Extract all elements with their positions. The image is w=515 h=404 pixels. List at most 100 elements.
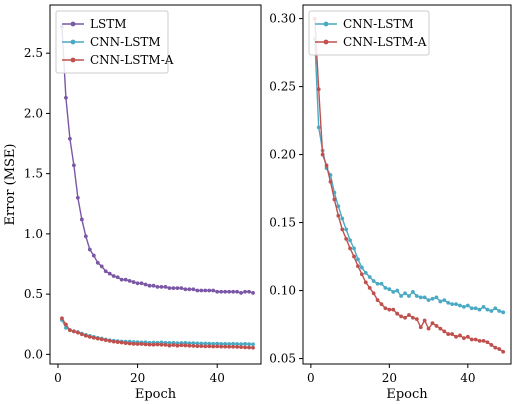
data-point xyxy=(95,260,100,265)
data-point xyxy=(87,247,92,252)
data-point xyxy=(328,179,333,184)
data-point xyxy=(493,345,498,350)
data-point xyxy=(199,288,204,293)
data-point xyxy=(199,344,204,349)
data-point xyxy=(211,344,216,349)
data-point xyxy=(454,334,458,339)
data-point xyxy=(356,257,360,262)
y-tick-label: 0.25 xyxy=(269,80,296,94)
data-point xyxy=(231,341,236,346)
data-point xyxy=(68,136,72,141)
data-point xyxy=(131,341,136,346)
data-point xyxy=(223,289,228,294)
data-point xyxy=(251,345,255,350)
legend-entry-label: CNN-LSTM-A xyxy=(90,53,174,67)
data-point xyxy=(493,306,498,311)
data-point xyxy=(155,285,160,289)
data-point xyxy=(446,300,451,305)
data-point xyxy=(434,295,439,300)
data-point xyxy=(359,265,364,270)
data-point xyxy=(207,341,212,346)
y-tick-label: 2.5 xyxy=(24,46,43,60)
data-point xyxy=(450,302,455,307)
data-point xyxy=(103,338,108,343)
data-point xyxy=(135,281,140,286)
data-point xyxy=(469,337,474,342)
data-point xyxy=(171,343,176,347)
chart-panel-1: 0.0 0.5 1.0 1.5 2.0 2.5 0 20 40 Epoch Error (MSE) L… xyxy=(3,4,262,402)
data-point xyxy=(143,342,148,347)
y-tick-label: 0.0 xyxy=(24,347,43,361)
data-point xyxy=(356,264,360,268)
y-tick-label: 0.5 xyxy=(24,287,43,301)
data-point xyxy=(183,287,188,292)
data-point xyxy=(159,285,164,289)
x-tick-label: 20 xyxy=(382,371,397,385)
data-point xyxy=(446,332,451,336)
data-point xyxy=(91,335,96,340)
x-tick-label: 0 xyxy=(54,371,62,385)
data-point xyxy=(191,344,196,348)
data-point xyxy=(60,316,64,321)
data-point xyxy=(407,313,411,317)
x-tick-label: 40 xyxy=(210,371,225,385)
data-point xyxy=(231,289,236,294)
data-point xyxy=(363,280,368,285)
y-tick-label: 0.10 xyxy=(269,284,296,298)
data-point xyxy=(336,204,341,209)
data-point xyxy=(119,340,124,345)
data-point xyxy=(251,291,255,295)
data-point xyxy=(211,341,216,346)
data-point xyxy=(68,328,72,333)
data-point xyxy=(107,338,112,343)
data-point xyxy=(403,315,407,320)
data-point xyxy=(367,285,372,290)
data-point xyxy=(477,338,482,343)
legend-swatch-marker xyxy=(70,21,76,27)
y-tick-label: 1.0 xyxy=(24,227,43,241)
data-point xyxy=(371,291,376,296)
data-point xyxy=(434,324,439,328)
data-point xyxy=(454,302,458,307)
series-cnn-lstm xyxy=(60,318,255,347)
data-point xyxy=(219,341,224,346)
data-point xyxy=(375,281,380,286)
data-point xyxy=(187,287,192,292)
data-point xyxy=(395,288,400,293)
data-point xyxy=(199,341,204,346)
x-axis-label: Epoch xyxy=(135,387,177,402)
data-point xyxy=(243,345,247,350)
data-point xyxy=(247,345,251,350)
legend-swatch-marker xyxy=(70,57,76,63)
x-axis-label: Epoch xyxy=(386,387,428,402)
data-point xyxy=(87,334,92,339)
legend-swatch-marker xyxy=(323,39,329,45)
data-point xyxy=(481,338,486,343)
legend-box xyxy=(55,10,169,74)
series-cnn-lstm xyxy=(312,37,506,315)
data-point xyxy=(501,310,506,315)
data-point xyxy=(155,342,160,347)
data-point xyxy=(324,163,329,168)
data-point xyxy=(375,298,380,302)
data-point xyxy=(71,163,76,168)
y-tick-label: 0.05 xyxy=(269,352,296,366)
x-tick-label: 40 xyxy=(460,371,475,385)
data-point xyxy=(247,342,251,347)
data-point xyxy=(95,336,100,341)
legend-swatch-marker xyxy=(323,21,329,27)
data-point xyxy=(320,152,325,157)
legend-box xyxy=(308,10,430,56)
data-point xyxy=(348,246,352,251)
data-point xyxy=(247,289,251,294)
legend-entry-label: LSTM xyxy=(90,17,126,31)
data-point xyxy=(99,264,104,269)
data-point xyxy=(462,304,466,309)
data-point xyxy=(399,294,404,298)
data-point xyxy=(215,289,220,294)
data-point xyxy=(387,287,392,292)
data-point xyxy=(387,307,392,312)
data-point xyxy=(127,278,132,283)
x-tick-label: 20 xyxy=(130,371,145,385)
data-point xyxy=(422,318,427,323)
